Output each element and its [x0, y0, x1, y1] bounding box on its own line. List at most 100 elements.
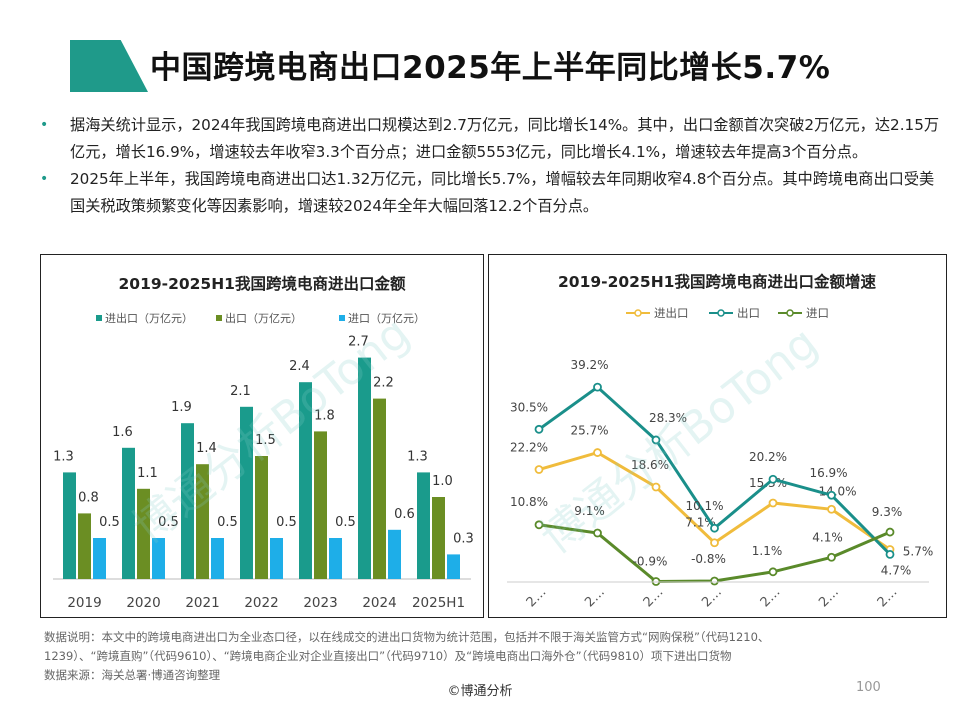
data-label: 4.7%	[881, 563, 912, 577]
bar	[299, 382, 312, 579]
legend-swatch	[216, 315, 222, 321]
note-line: 1239）、“跨境直购”（代码9610）、“跨境电商企业对企业直接出口”（代码9…	[44, 649, 732, 663]
bar	[447, 554, 460, 579]
x-tick-label: 2025H1	[412, 595, 465, 611]
x-tick-label: 2022	[244, 595, 278, 611]
bar-value-label: 1.3	[407, 449, 428, 464]
bar-chart-panel: 2019-2025H1我国跨境电商进出口金额进出口（万亿元） 出口（万亿元） 进口（…	[40, 254, 484, 618]
data-label: 9.1%	[574, 504, 605, 518]
x-tick-label: 2…	[758, 585, 784, 611]
data-point	[768, 567, 778, 577]
x-tick-label: 2…	[641, 585, 667, 611]
data-point	[885, 527, 895, 537]
line-chart-panel: 2019-2025H1我国跨境电商进出口金额增速 进出口 出口 进口 22.2% 25.7…	[488, 254, 947, 618]
legend-label: 进口（万亿元）	[348, 312, 425, 325]
x-tick-label: 2…	[816, 585, 842, 611]
bar-value-label: 0.5	[158, 515, 179, 530]
bullet-dot: •	[40, 117, 49, 133]
data-label: 1.1%	[752, 544, 783, 558]
legend-label: 进出口	[654, 306, 689, 320]
bullet-text: 2025年上半年，我国跨境电商进出口达1.32万亿元，同比增长5.7%，增幅较去…	[70, 170, 935, 215]
data-point	[885, 549, 895, 559]
x-tick-label: 2…	[875, 585, 901, 611]
bar-value-label: 0.5	[276, 515, 297, 530]
title-accent-shape	[70, 40, 148, 92]
bullet-list: • 据海关统计显示，2024年我国跨境电商进出口规模达到2.7万亿元，同比增长1…	[40, 112, 945, 220]
x-tick-label: 2024	[362, 595, 396, 611]
data-label: 10.1%	[685, 499, 723, 513]
legend-label: 进出口（万亿元）	[105, 311, 193, 325]
legend-marker	[786, 309, 794, 317]
data-note: 数据说明：本文中的跨境电商进出口为全业态口径，以在线成交的进出口货物为统计范围，…	[44, 628, 934, 685]
bar-value-label: 1.4	[196, 441, 217, 456]
x-tick-label: 2021	[185, 595, 219, 611]
legend-marker	[717, 309, 725, 317]
bar-value-label: 2.7	[348, 335, 369, 350]
bar-value-label: 0.5	[335, 515, 356, 530]
bar	[63, 472, 76, 579]
bar	[122, 447, 135, 579]
data-point	[593, 528, 602, 538]
bar-value-label: 0.5	[99, 515, 120, 530]
bar-value-label: 0.5	[217, 515, 238, 530]
bar	[314, 431, 327, 579]
legend-label: 进口	[806, 306, 829, 320]
data-label: 9.3%	[872, 505, 903, 519]
chart-title: 2019-2025H1我国跨境电商进出口金额	[119, 274, 406, 293]
data-label: 16.9%	[809, 466, 847, 480]
bar	[388, 529, 401, 579]
bar	[432, 497, 445, 579]
data-label: 30.5%	[510, 400, 548, 414]
bar	[255, 456, 268, 579]
data-label: 22.2%	[510, 441, 548, 455]
data-point	[710, 576, 719, 586]
bar	[211, 538, 224, 579]
x-tick-label: 2019	[67, 595, 101, 611]
bar-value-label: 0.8	[78, 490, 99, 505]
page-title: 中国跨境电商出口2025年上半年同比增长5.7%	[150, 50, 831, 86]
data-point	[534, 520, 544, 530]
data-label: 28.3%	[649, 411, 687, 425]
data-label: 10.8%	[510, 495, 548, 509]
data-point	[768, 498, 778, 508]
data-point	[827, 552, 836, 562]
x-tick-label: 2023	[303, 595, 337, 611]
data-label: -0.8%	[691, 552, 726, 566]
data-point	[710, 538, 719, 548]
data-label: 39.2%	[570, 358, 608, 372]
bar-value-label: 1.9	[171, 400, 192, 415]
bullet-item: • 2025年上半年，我国跨境电商进出口达1.32万亿元，同比增长5.7%，增幅…	[40, 166, 945, 220]
bar-value-label: 0.3	[453, 531, 474, 546]
data-label: 4.1%	[812, 530, 843, 544]
bar-value-label: 1.5	[255, 433, 276, 448]
bar-value-label: 2.1	[230, 384, 251, 399]
bar-value-label: 1.1	[137, 466, 158, 481]
data-point	[710, 523, 719, 533]
x-tick-label: 2…	[582, 585, 608, 611]
bullet-item: • 据海关统计显示，2024年我国跨境电商进出口规模达到2.7万亿元，同比增长1…	[40, 112, 945, 166]
bar	[240, 406, 253, 579]
footer-copyright: ©博通分析	[447, 684, 513, 699]
legend-label: 出口（万亿元）	[225, 311, 302, 325]
bullet-text: 据海关统计显示，2024年我国跨境电商进出口规模达到2.7万亿元，同比增长14%…	[70, 116, 940, 161]
bar-value-label: 1.0	[432, 474, 453, 489]
chart-title: 2019-2025H1我国跨境电商进出口金额增速	[558, 272, 876, 291]
bar-value-label: 1.3	[53, 449, 74, 464]
data-point	[651, 482, 661, 492]
bar	[329, 538, 342, 579]
bar	[93, 538, 106, 579]
bar-value-label: 1.8	[314, 408, 335, 423]
bar	[417, 472, 430, 579]
bar	[152, 538, 165, 579]
legend-swatch	[96, 315, 102, 321]
legend-marker	[634, 309, 642, 317]
data-label: 20.2%	[749, 450, 787, 464]
bar	[181, 423, 194, 579]
data-point	[651, 435, 661, 445]
x-tick-label: 2020	[126, 595, 160, 611]
data-point	[827, 490, 836, 500]
data-point	[768, 474, 778, 484]
bar-value-label: 1.6	[112, 425, 133, 440]
